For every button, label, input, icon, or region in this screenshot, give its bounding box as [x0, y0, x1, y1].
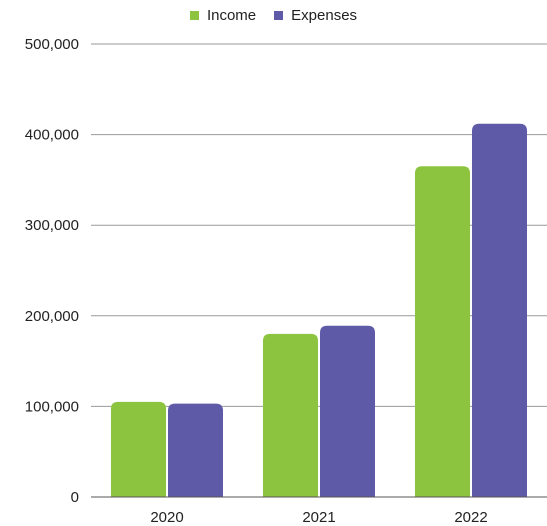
- x-tick-label: 2021: [302, 509, 335, 526]
- legend-label-expenses: Expenses: [291, 7, 358, 24]
- y-tick-label: 100,000: [25, 398, 79, 415]
- legend-item-expenses: Expenses: [274, 7, 357, 24]
- x-tick-label: 2022: [454, 509, 487, 526]
- bar-income-2022: [415, 166, 470, 497]
- chart-legend: Income Expenses: [0, 7, 547, 24]
- legend-item-income: Income: [189, 7, 257, 24]
- y-tick-label: 400,000: [25, 127, 79, 144]
- legend-swatch-income: [189, 11, 199, 20]
- bar-expenses-2021: [320, 325, 375, 497]
- x-tick-label: 2020: [150, 509, 183, 526]
- legend-label-income: Income: [206, 7, 257, 24]
- y-tick-label: 0: [71, 489, 79, 506]
- bar-expenses-2020: [168, 403, 223, 497]
- bar-expenses-2022: [472, 123, 527, 497]
- y-tick-label: 300,000: [25, 217, 79, 234]
- bar-income-2020: [111, 401, 166, 497]
- legend-swatch-expenses: [274, 11, 284, 20]
- y-tick-label: 500,000: [25, 36, 79, 53]
- bar-income-2021: [263, 333, 318, 497]
- y-tick-label: 200,000: [25, 308, 79, 325]
